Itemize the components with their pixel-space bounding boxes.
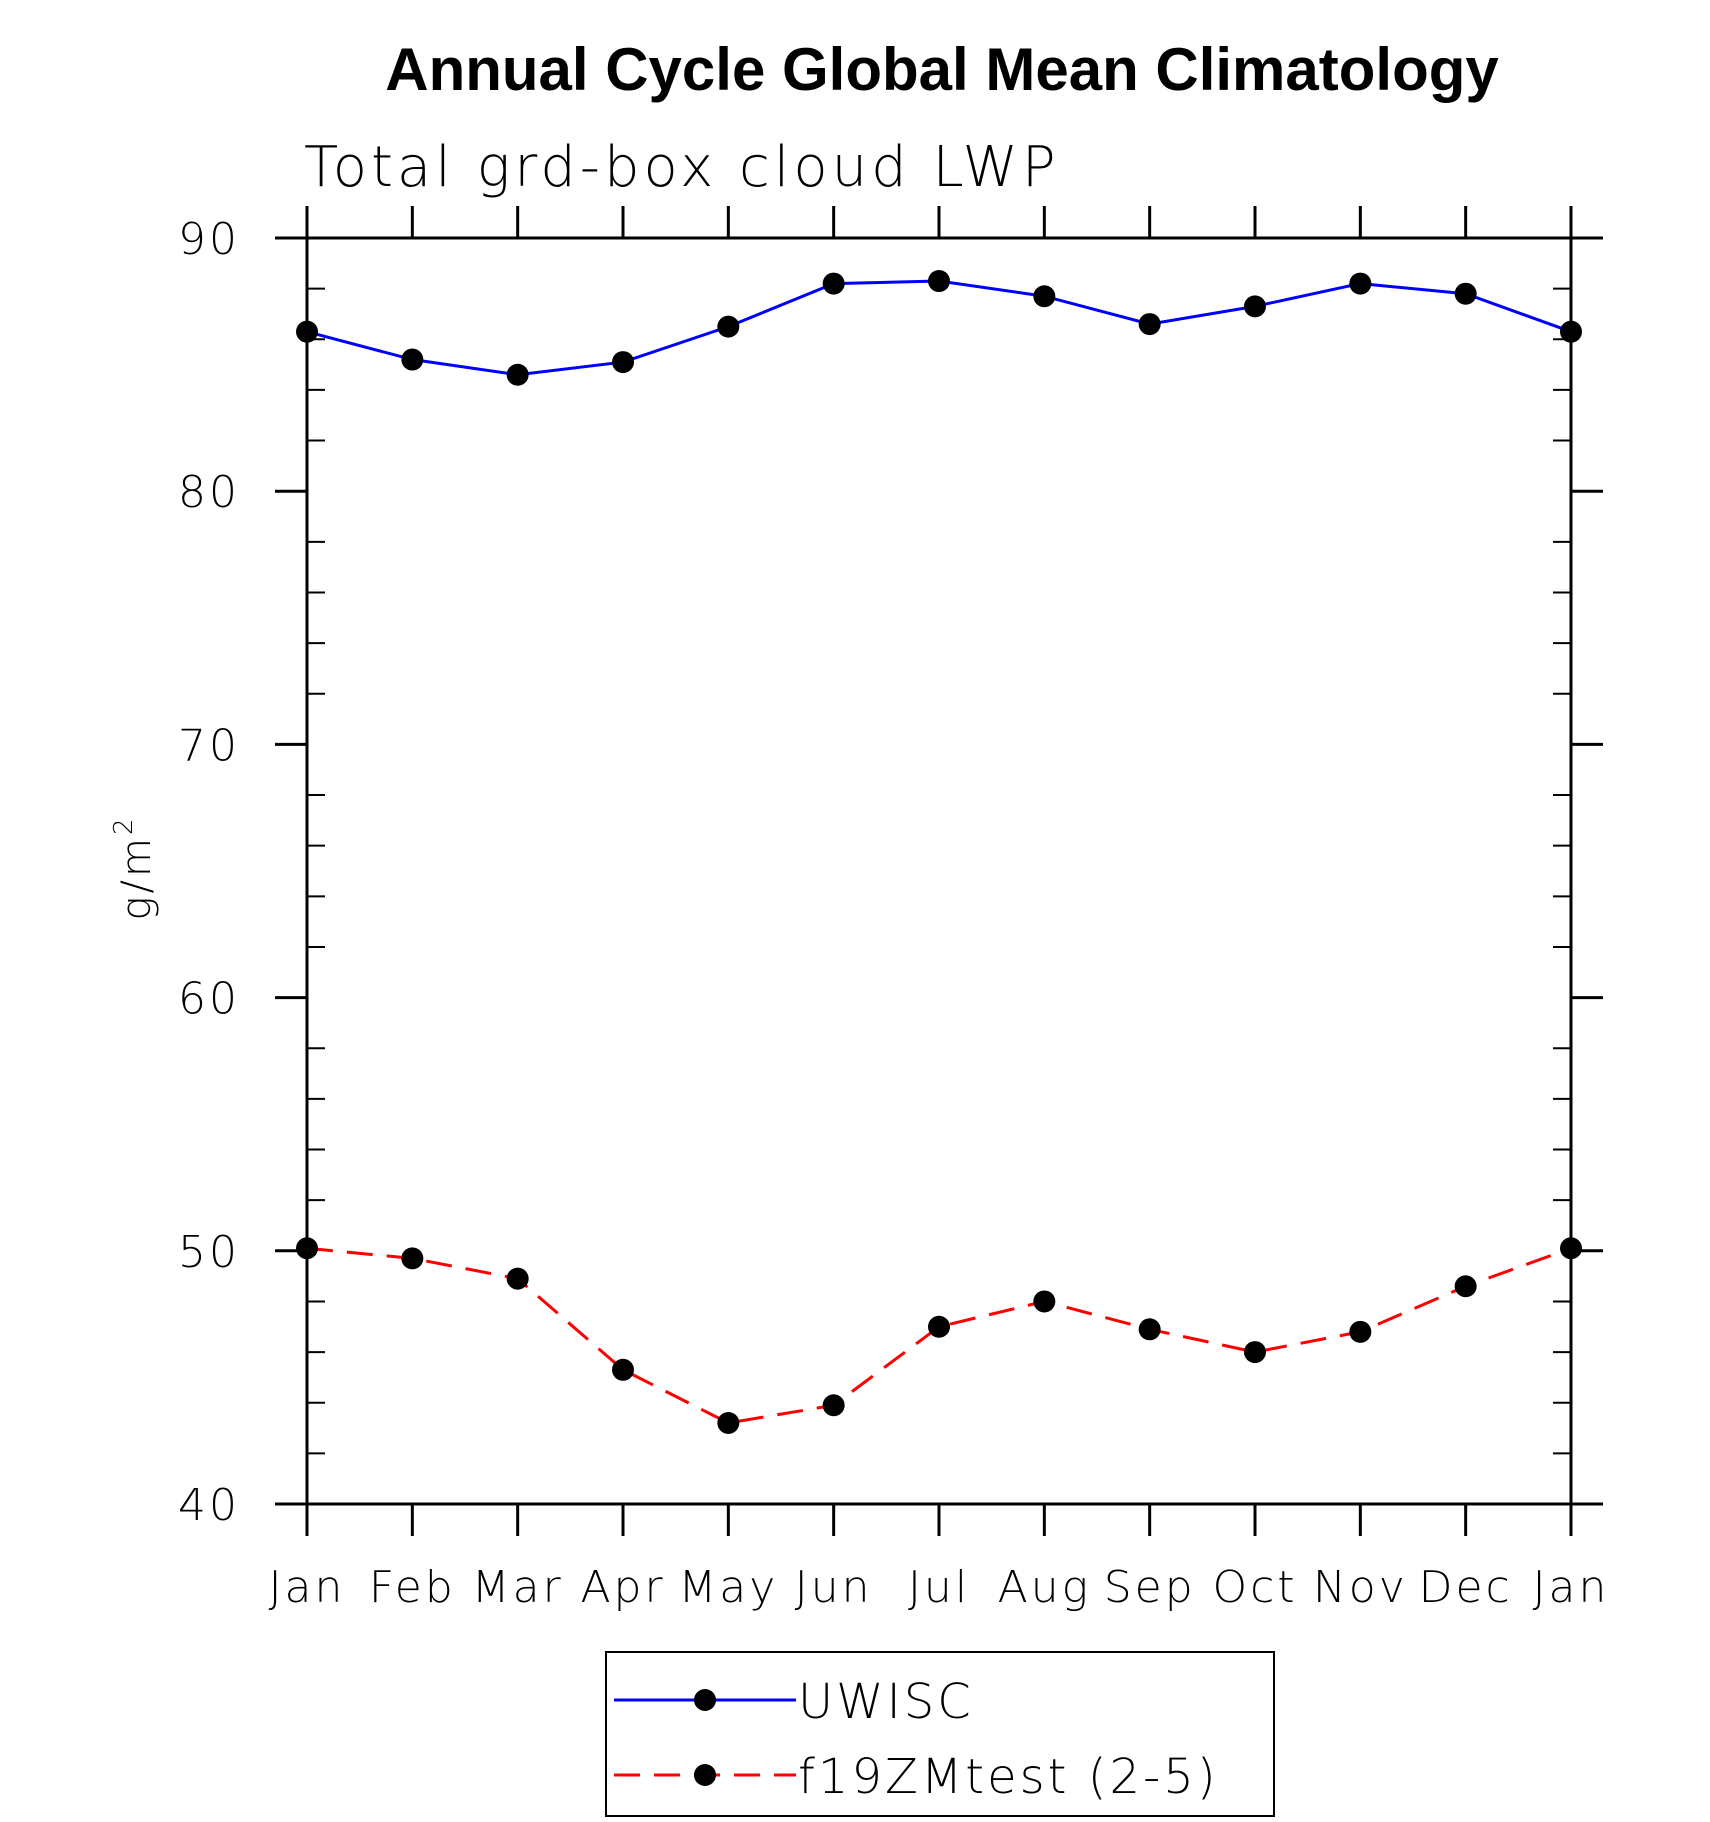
x-tick-label: Sep bbox=[1104, 1562, 1196, 1613]
data-point bbox=[928, 270, 950, 293]
data-point bbox=[1560, 1237, 1582, 1260]
plot-area bbox=[305, 236, 1573, 1506]
legend-label-0: UWISC bbox=[798, 1674, 974, 1730]
x-tick-label: Jun bbox=[795, 1562, 873, 1613]
data-point bbox=[1454, 282, 1477, 305]
chart-subtitle: Total grd-box cloud LWP bbox=[304, 135, 1060, 200]
data-point bbox=[1138, 313, 1161, 336]
y-tick-label: 60 bbox=[178, 974, 240, 1025]
legend-label-1: f19ZMtest (2-5) bbox=[798, 1749, 1219, 1805]
data-point bbox=[928, 1315, 950, 1338]
data-point bbox=[506, 363, 529, 386]
chart-title: Annual Cycle Global Mean Climatology bbox=[385, 36, 1499, 103]
data-point bbox=[1244, 295, 1266, 318]
y-tick-label: 50 bbox=[178, 1227, 240, 1278]
x-tick-label: Oct bbox=[1212, 1562, 1297, 1613]
data-point bbox=[1560, 320, 1582, 343]
x-tick-label: Jan bbox=[269, 1562, 346, 1613]
axis-tick-labels: 40 50 60 70 80 90 Jan Feb Mar Apr May Jun Jul Aug Sep O… bbox=[178, 214, 1610, 1613]
legend-marker-1 bbox=[694, 1764, 716, 1786]
series-line-0 bbox=[306, 279, 1572, 377]
data-point bbox=[296, 1237, 318, 1260]
y-tick-label: 70 bbox=[178, 720, 240, 771]
x-tick-label: May bbox=[678, 1562, 778, 1613]
x-tick-label: Jan bbox=[1533, 1562, 1610, 1613]
data-point bbox=[1349, 272, 1372, 295]
x-tick-label: Jul bbox=[908, 1562, 970, 1613]
data-point bbox=[1033, 285, 1056, 308]
legend-box bbox=[605, 1651, 1275, 1817]
data-point bbox=[717, 1411, 740, 1434]
data-point bbox=[401, 1247, 424, 1270]
data-point bbox=[1244, 1341, 1266, 1364]
y-axis-label-superscript: 2 bbox=[109, 816, 139, 836]
series-layer bbox=[296, 270, 1582, 1434]
data-point bbox=[1454, 1275, 1477, 1298]
data-point bbox=[1349, 1320, 1372, 1343]
data-point bbox=[822, 272, 845, 295]
svg-text:g/m2: g/m2 bbox=[109, 816, 160, 921]
data-point bbox=[1138, 1318, 1161, 1341]
data-point bbox=[506, 1267, 529, 1290]
data-point bbox=[1033, 1290, 1056, 1313]
x-tick-label: Apr bbox=[580, 1562, 665, 1613]
x-tick-label: Dec bbox=[1419, 1562, 1513, 1613]
y-tick-label: 90 bbox=[178, 214, 240, 265]
y-axis-label-text: g/m bbox=[114, 835, 160, 920]
y-axis-label: g/m2 bbox=[109, 816, 160, 921]
axis-ticks bbox=[275, 206, 1603, 1536]
y-tick-label: 80 bbox=[178, 467, 240, 518]
y-tick-label: 40 bbox=[178, 1480, 240, 1531]
data-point bbox=[612, 351, 634, 374]
data-point bbox=[717, 315, 740, 338]
x-tick-label: Nov bbox=[1313, 1562, 1408, 1613]
data-point bbox=[822, 1394, 845, 1417]
data-point bbox=[296, 320, 318, 343]
legend-marker-0 bbox=[694, 1689, 716, 1711]
data-point bbox=[612, 1358, 634, 1381]
x-tick-label: Feb bbox=[369, 1562, 456, 1613]
x-tick-label: Aug bbox=[998, 1562, 1091, 1613]
legend: UWISC f19ZMtest (2-5) bbox=[605, 1651, 1275, 1817]
x-tick-label: Mar bbox=[472, 1562, 564, 1613]
data-point bbox=[401, 348, 424, 371]
